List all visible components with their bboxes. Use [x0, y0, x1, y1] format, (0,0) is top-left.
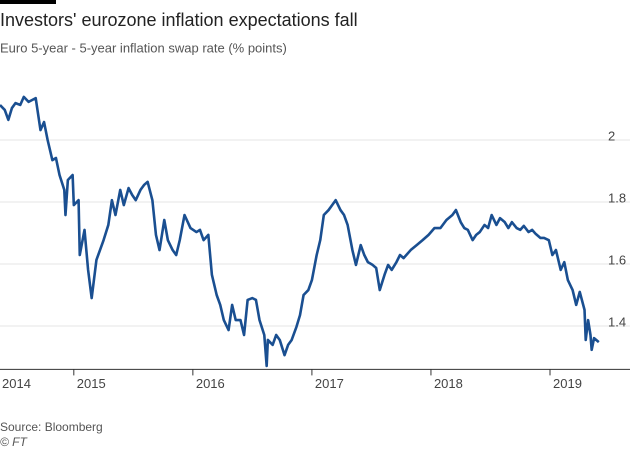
y-tick-label: 1.4: [608, 314, 626, 329]
source: Source: Bloomberg: [0, 420, 103, 434]
y-tick-label: 2: [608, 128, 615, 143]
x-tick-label: 2019: [553, 376, 582, 391]
credit: © FT: [0, 435, 29, 449]
chart-subtitle: Euro 5-year - 5-year inflation swap rate…: [0, 40, 287, 55]
y-tick-label: 1.6: [608, 252, 626, 267]
chart-title: Investors' eurozone inflation expectatio…: [0, 10, 358, 30]
x-tick-label: 2015: [77, 376, 106, 391]
x-tick-label: 2014: [2, 376, 31, 391]
x-tick-label: 2016: [196, 376, 225, 391]
x-tick-label: 2018: [434, 376, 463, 391]
y-tick-label: 1.8: [608, 190, 626, 205]
line-series: [0, 95, 600, 368]
brand-bar: [0, 0, 56, 4]
x-tick-label: 2017: [315, 376, 344, 391]
